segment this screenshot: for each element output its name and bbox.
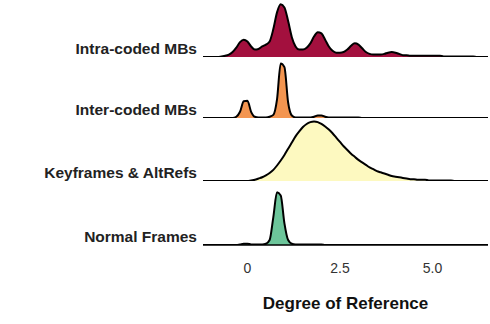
html-text:Intra-coded MBs: Intra-coded MBs: [75, 40, 197, 57]
svg-text:Degree of Reference: Degree of Reference: [263, 294, 428, 313]
html-text:Normal Frames: Normal Frames: [84, 228, 197, 245]
html-text:Keyframes & AltRefs: Keyframes & AltRefs: [44, 164, 197, 181]
svg-text:2.5: 2.5: [330, 260, 350, 276]
html-text:Inter-coded MBs: Inter-coded MBs: [75, 101, 197, 118]
svg-text:0: 0: [244, 260, 252, 276]
svg-text:5.0: 5.0: [423, 260, 443, 276]
